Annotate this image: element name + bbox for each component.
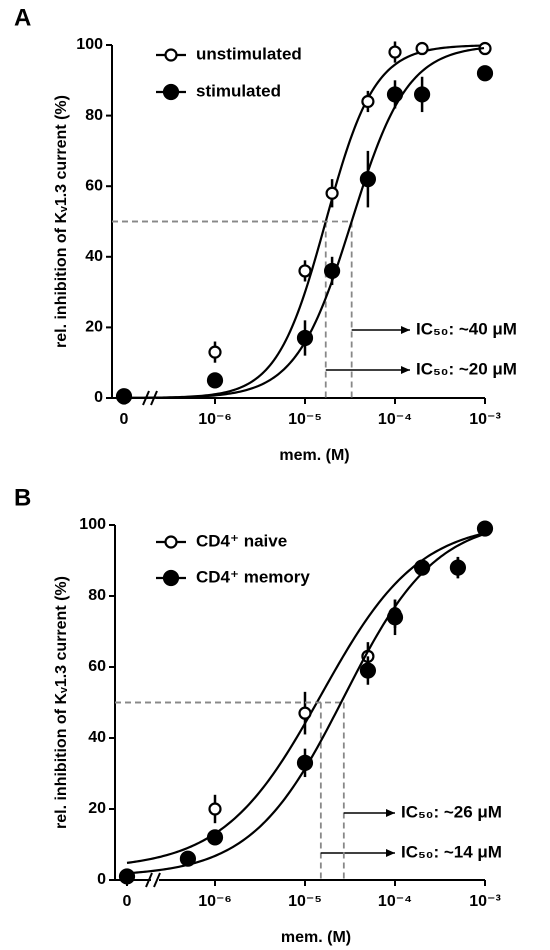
y-tick-label: 100	[76, 36, 103, 53]
axis-break	[145, 872, 153, 888]
arrow-head	[401, 326, 410, 334]
annotation: IC₅₀: ~26 μM	[401, 802, 502, 821]
x-tick-label: 10⁻³	[469, 893, 501, 910]
legend-marker	[162, 83, 180, 101]
data-point	[118, 868, 136, 885]
x-tick-label: 0	[120, 411, 129, 428]
arrow-head	[401, 366, 410, 374]
panel-label: B	[14, 484, 31, 511]
data-point	[296, 754, 314, 771]
data-point	[359, 171, 377, 188]
y-tick-label: 0	[94, 389, 103, 406]
data-point	[359, 662, 377, 679]
legend-marker	[162, 569, 180, 587]
data-point	[179, 850, 197, 867]
annotation: IC₅₀: ~20 μM	[416, 359, 517, 378]
annotation: IC₅₀: ~14 μM	[401, 842, 502, 861]
y-tick-label: 20	[85, 319, 103, 336]
x-tick-label: 0	[123, 893, 132, 910]
legend-marker	[164, 48, 178, 62]
data-point	[325, 186, 339, 200]
x-tick-label: 10⁻³	[469, 411, 501, 428]
x-tick-label: 10⁻⁵	[288, 893, 322, 910]
legend-label: CD4⁺ naive	[196, 531, 287, 550]
x-tick-label: 10⁻⁶	[198, 411, 232, 428]
data-point	[323, 262, 341, 280]
data-point	[206, 372, 224, 389]
y-axis-label: rel. inhibition of Kᵥ1.3 current (%)	[53, 576, 70, 829]
y-tick-label: 80	[88, 587, 106, 604]
data-point	[298, 706, 312, 720]
data-point	[386, 609, 404, 626]
data-point	[388, 45, 402, 59]
data-point	[208, 345, 222, 359]
axis-break	[153, 872, 161, 888]
legend-marker	[164, 535, 178, 549]
y-tick-label: 0	[97, 871, 106, 888]
annotation: IC₅₀: ~40 μM	[416, 319, 517, 338]
data-point	[298, 264, 312, 278]
data-point	[206, 829, 224, 846]
x-tick-label: 10⁻⁶	[198, 893, 232, 910]
data-point	[415, 41, 429, 56]
y-tick-label: 20	[88, 800, 106, 817]
y-tick-label: 40	[85, 248, 103, 265]
data-point	[476, 520, 494, 537]
y-tick-label: 80	[85, 107, 103, 124]
data-point	[361, 94, 375, 109]
data-point	[449, 559, 467, 576]
arrow-head	[386, 809, 395, 817]
y-tick-label: 60	[88, 658, 106, 675]
data-point	[386, 86, 404, 103]
y-tick-label: 60	[85, 177, 103, 194]
data-point	[115, 388, 133, 405]
x-axis-label: mem. (M)	[279, 447, 349, 464]
y-tick-label: 100	[79, 516, 106, 533]
legend-label: unstimulated	[196, 44, 302, 63]
x-tick-label: 10⁻⁴	[378, 411, 412, 428]
x-axis-label: mem. (M)	[281, 929, 351, 946]
y-tick-label: 40	[88, 729, 106, 746]
data-point	[208, 802, 222, 816]
legend-label: stimulated	[196, 81, 281, 100]
x-tick-label: 10⁻⁵	[288, 411, 322, 428]
data-point	[296, 329, 314, 347]
y-axis-label: rel. inhibition of Kᵥ1.3 current (%)	[53, 95, 70, 348]
x-tick-label: 10⁻⁴	[378, 893, 412, 910]
legend-label: CD4⁺ memory	[196, 567, 310, 586]
panel-label: A	[14, 4, 31, 31]
data-point	[476, 65, 494, 82]
data-point	[413, 559, 431, 576]
arrow-head	[386, 849, 395, 857]
data-point	[413, 86, 431, 103]
